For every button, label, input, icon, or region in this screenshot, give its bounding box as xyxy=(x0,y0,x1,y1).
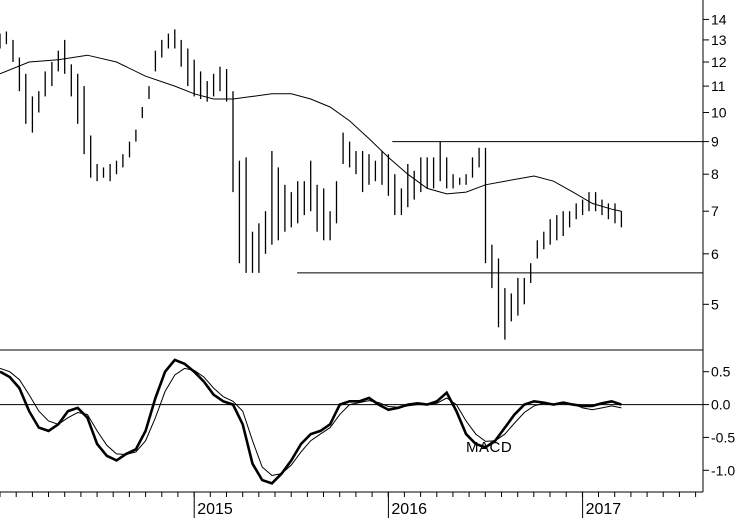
price-tick-label: 8 xyxy=(711,166,719,182)
price-panel xyxy=(0,29,703,340)
axes: 5 6 7 8 9 10 11 12 13 14 -1.0 -0.5 0.0 0.5 2015 2016 201… xyxy=(0,11,735,518)
x-tick-label: 2017 xyxy=(586,501,622,518)
price-tick-label: 5 xyxy=(711,296,719,312)
signal-line xyxy=(0,367,622,477)
macd-tick-label: -0.5 xyxy=(711,429,735,445)
x-tick-label: 2016 xyxy=(391,501,427,518)
price-tick-label: 12 xyxy=(711,54,727,70)
moving-average-line xyxy=(0,54,622,212)
price-tick-label: 6 xyxy=(711,246,719,262)
x-tick-label: 2015 xyxy=(197,501,233,518)
price-tick-label: 11 xyxy=(711,78,726,94)
macd-tick-label: 0.0 xyxy=(711,397,731,413)
price-tick-label: 7 xyxy=(711,203,719,219)
macd-line xyxy=(0,358,622,485)
price-tick-label: 9 xyxy=(711,134,719,150)
macd-panel xyxy=(0,358,703,485)
macd-annotation: MACD xyxy=(466,439,512,456)
macd-tick-label: -1.0 xyxy=(711,462,735,478)
price-tick-label: 14 xyxy=(711,11,727,27)
macd-tick-label: 0.5 xyxy=(711,364,731,380)
price-tick-label: 10 xyxy=(711,105,727,121)
price-tick-label: 13 xyxy=(711,32,727,48)
